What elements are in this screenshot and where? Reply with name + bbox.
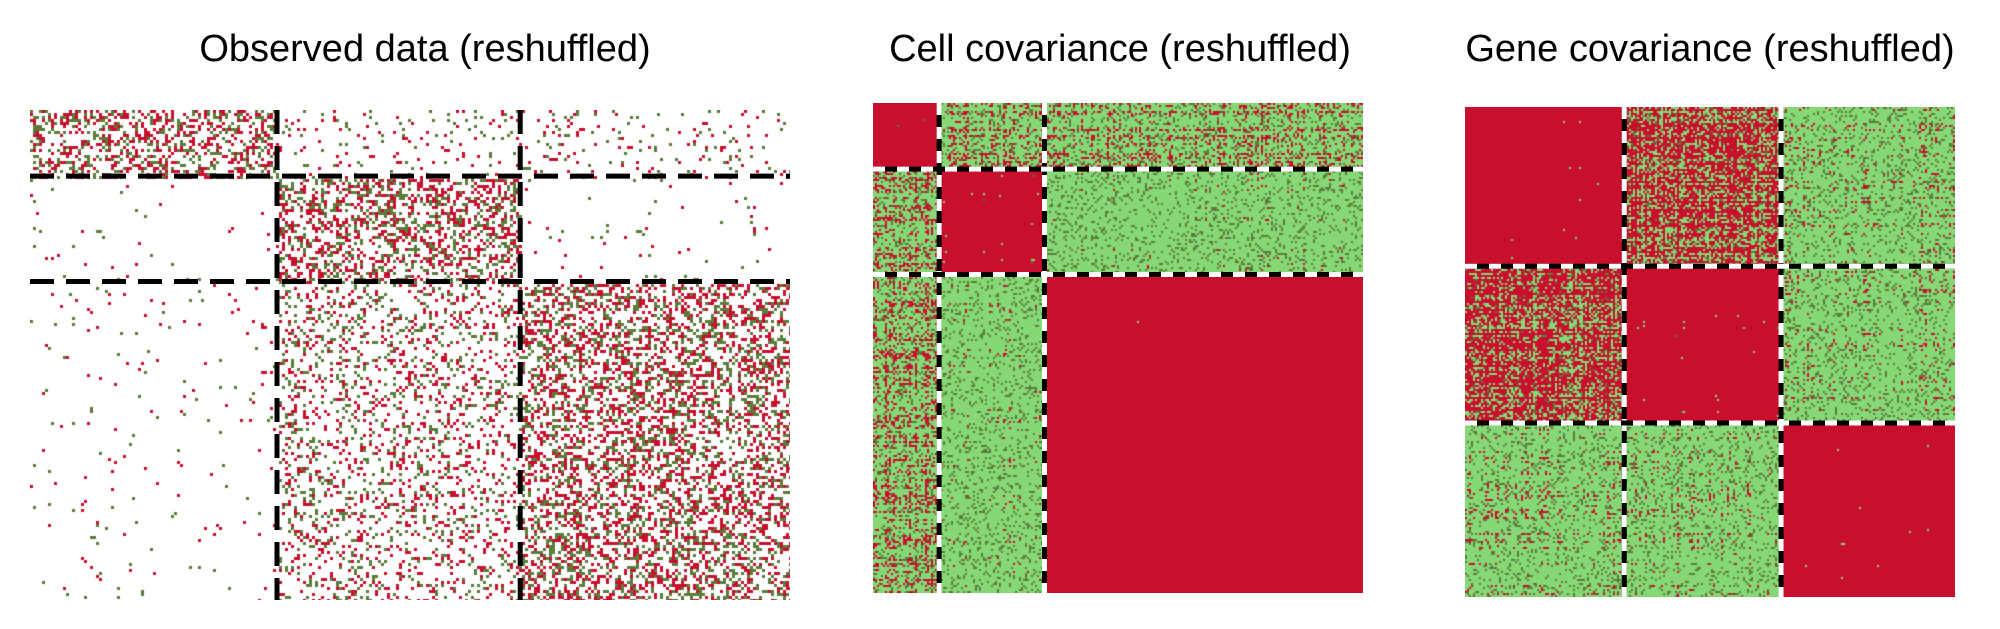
observed-data-title: Observed data (reshuffled) bbox=[199, 28, 651, 70]
cell-covariance-block-dividers bbox=[873, 103, 1363, 593]
cell-covariance-matrix bbox=[873, 103, 1363, 593]
cell-covariance-title: Cell covariance (reshuffled) bbox=[889, 28, 1351, 70]
gene-covariance-title: Gene covariance (reshuffled) bbox=[1465, 28, 1955, 70]
observed-data-heatmap bbox=[30, 110, 790, 600]
cell-covariance-heatmap bbox=[873, 103, 1363, 593]
observed-data-block-dividers bbox=[30, 110, 790, 600]
gene-covariance-block-dividers bbox=[1465, 107, 1955, 597]
observed-data-matrix bbox=[30, 110, 790, 600]
gene-covariance-heatmap bbox=[1465, 107, 1955, 597]
gene-covariance-matrix bbox=[1465, 107, 1955, 597]
